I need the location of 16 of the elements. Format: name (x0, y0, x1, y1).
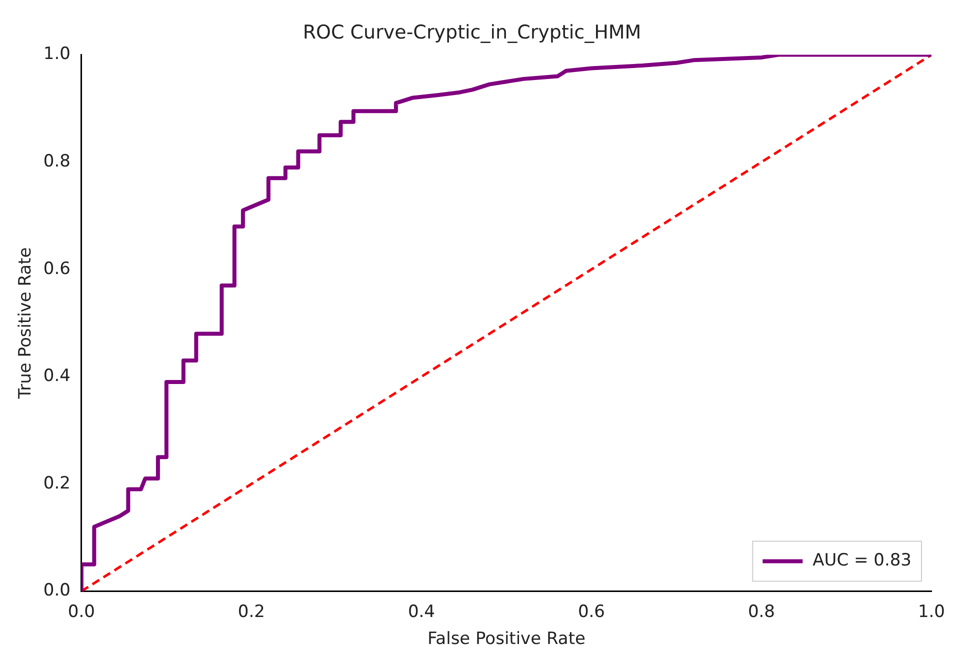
x-tick-label: 0.4 (408, 602, 435, 622)
x-tick-label: 0.2 (238, 602, 265, 622)
x-tick-label: 0.8 (748, 602, 775, 622)
x-tick-label: 1.0 (918, 602, 946, 622)
y-axis-title: True Positive Rate (16, 247, 36, 400)
y-tick-label: 0.6 (43, 258, 70, 279)
x-tick-label: 0.0 (68, 602, 95, 622)
x-tick-label: 0.6 (578, 602, 605, 622)
legend-label: AUC = 0.83 (812, 550, 912, 571)
y-tick-label: 1.0 (43, 44, 70, 64)
y-tick-label: 0.0 (43, 580, 70, 601)
y-tick-label: 0.4 (43, 366, 70, 386)
chart-title: ROC Curve-Cryptic_in_Cryptic_HMM (302, 21, 642, 44)
y-tick-label: 0.2 (43, 473, 70, 494)
x-axis-title: False Positive Rate (427, 629, 586, 650)
y-tick-label: 0.8 (43, 152, 70, 172)
